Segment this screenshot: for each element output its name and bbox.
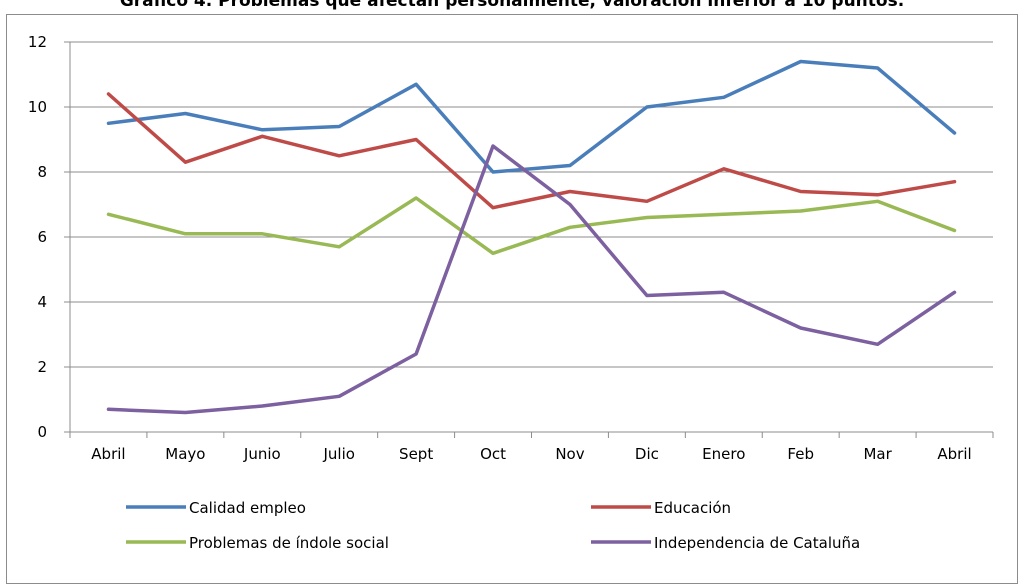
legend-label: Problemas de índole social — [189, 534, 389, 552]
x-tick-label: Oct — [480, 445, 506, 463]
legend-item: Independencia de Cataluña — [591, 534, 860, 552]
y-tick-label: 4 — [37, 293, 47, 311]
legend-label: Independencia de Cataluña — [654, 534, 860, 552]
y-tick-label: 8 — [37, 163, 47, 181]
x-tick-label: Enero — [702, 445, 745, 463]
x-tick-label: Nov — [555, 445, 584, 463]
series-line-0 — [109, 62, 955, 173]
x-tick-label: Mar — [863, 445, 892, 463]
x-tick-label: Abril — [91, 445, 125, 463]
y-tick-label: 12 — [28, 33, 47, 51]
x-tick-label: Dic — [635, 445, 659, 463]
y-tick-label: 10 — [28, 98, 47, 116]
series-line-3 — [109, 146, 955, 413]
y-tick-label: 6 — [37, 228, 47, 246]
y-tick-label: 2 — [37, 358, 47, 376]
legend-item: Problemas de índole social — [126, 534, 389, 552]
x-tick-label: Julio — [322, 445, 354, 463]
legend-item: Calidad empleo — [126, 499, 306, 517]
series-line-2 — [109, 198, 955, 253]
legend-label: Educación — [654, 499, 731, 517]
x-tick-label: Feb — [787, 445, 814, 463]
series-line-1 — [109, 94, 955, 208]
x-tick-label: Junio — [243, 445, 281, 463]
legend: Calidad empleo Educación Problemas de índo… — [126, 499, 860, 552]
legend-label: Calidad empleo — [189, 499, 306, 517]
x-tick-label: Sept — [399, 445, 433, 463]
y-tick-label: 0 — [37, 423, 47, 441]
legend-item: Educación — [591, 499, 731, 517]
x-tick-label: Mayo — [165, 445, 205, 463]
x-tick-label: Abril — [937, 445, 971, 463]
